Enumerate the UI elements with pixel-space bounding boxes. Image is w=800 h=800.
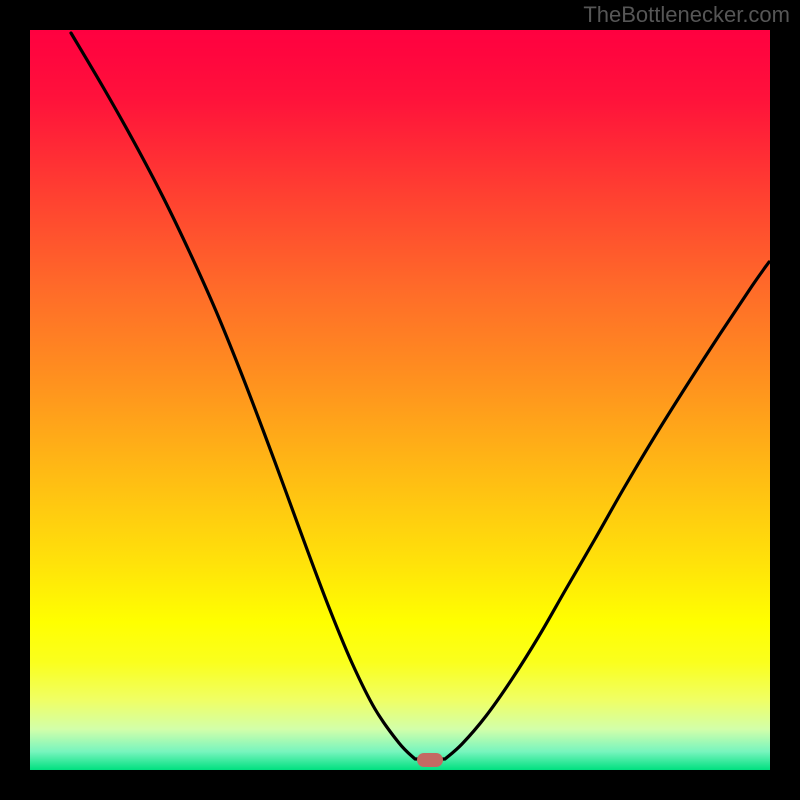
optimal-marker	[417, 753, 443, 767]
chart-svg	[0, 0, 800, 800]
chart-background	[30, 30, 770, 770]
bottleneck-chart: TheBottlenecker.com	[0, 0, 800, 800]
watermark-text: TheBottlenecker.com	[583, 2, 790, 28]
